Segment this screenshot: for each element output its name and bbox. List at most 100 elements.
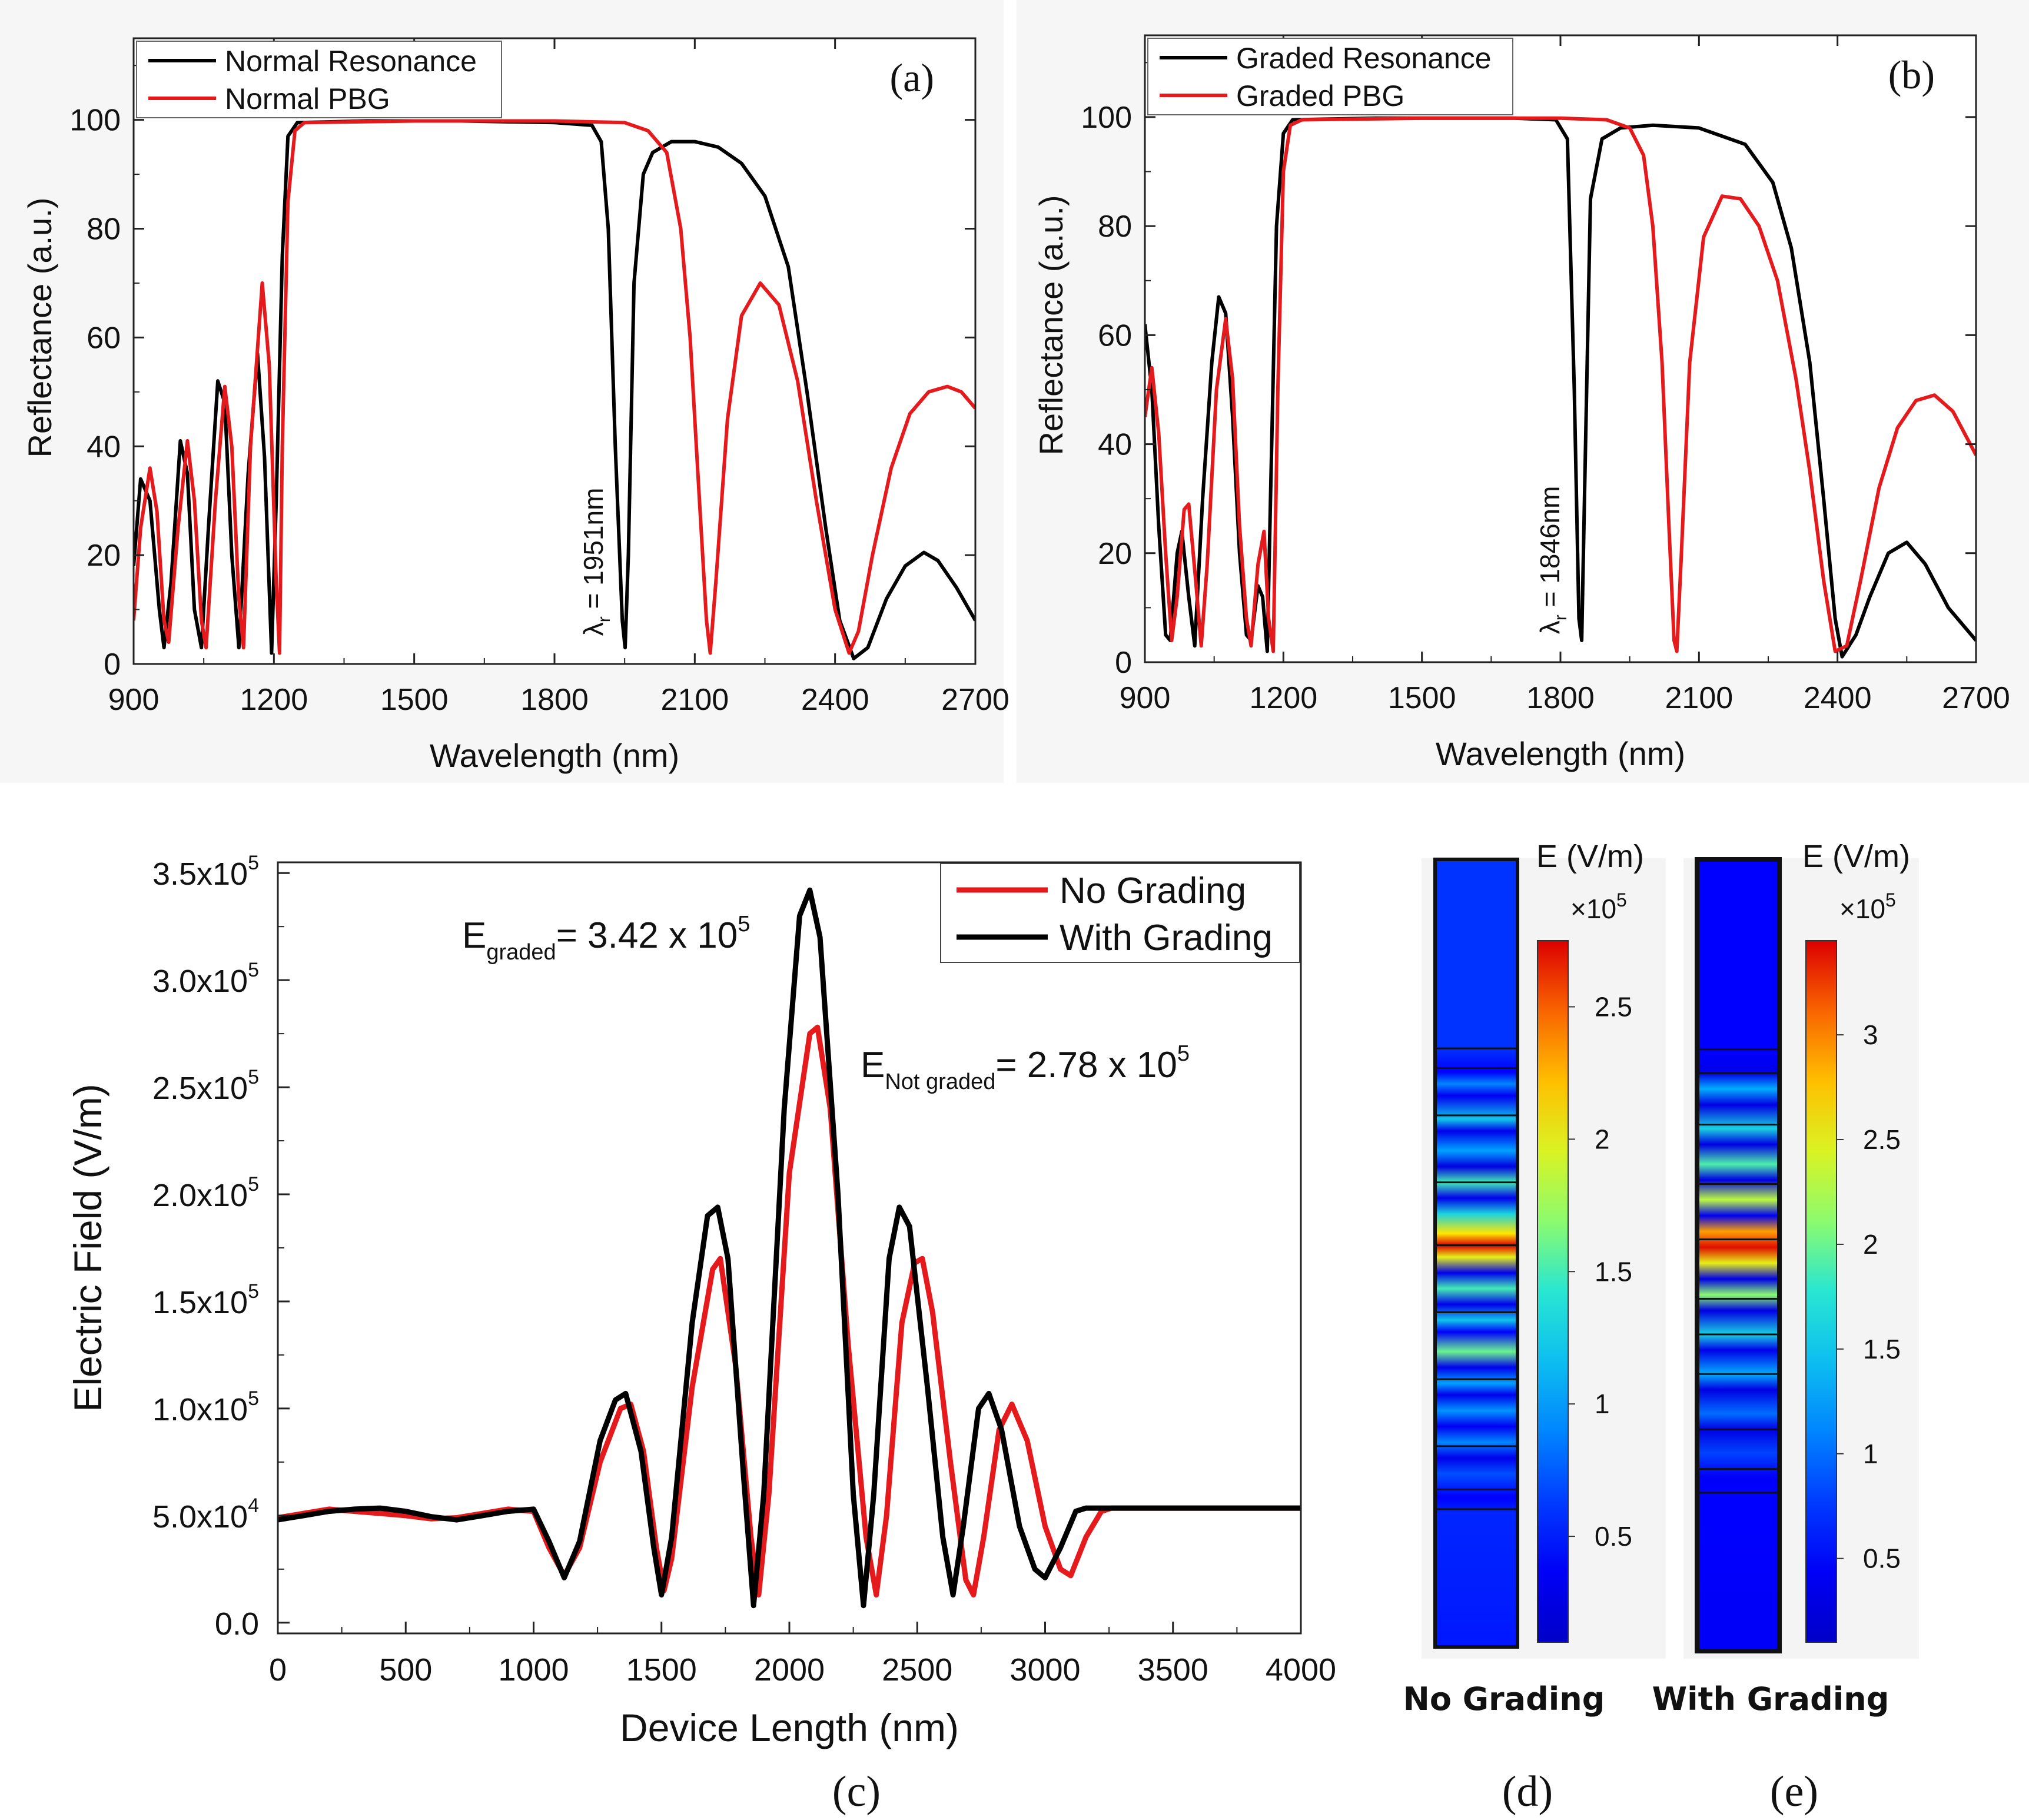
y-axis-title: Reflectance (a.u.) (21, 198, 58, 458)
annotation-exponent: 5 (1177, 1041, 1190, 1066)
x-tick-label: 3000 (1009, 1652, 1080, 1688)
x-tick-label: 0 (269, 1652, 287, 1688)
x-axis-title: Wavelength (nm) (430, 737, 679, 774)
x-tick-label: 2100 (1665, 681, 1733, 715)
y-tick-label: 80 (1098, 210, 1132, 244)
panel-label: (a) (890, 55, 934, 100)
x-tick-label: 1800 (520, 683, 589, 717)
y-tick-mantissa: 0.0 (215, 1606, 259, 1642)
colorbar-tick-label: 2.5 (1863, 1124, 1901, 1155)
lambda-symbol: λ (578, 622, 609, 636)
y-tick-mantissa: 2.0x10 (152, 1178, 248, 1213)
x-tick-label: 1500 (626, 1652, 697, 1688)
x-tick-label: 900 (1120, 681, 1171, 715)
colorbar-tick-label: 1.5 (1863, 1334, 1901, 1364)
colorbar-tick-label: 3 (1863, 1019, 1878, 1050)
colorbar-scale: ×105 (1570, 889, 1627, 924)
x-tick-label: 1200 (1249, 681, 1317, 715)
y-tick-label: 0 (104, 647, 121, 682)
colorbar (1805, 940, 1837, 1643)
legend-label: No Grading (1060, 871, 1246, 911)
annotation-exponent: 5 (738, 912, 750, 936)
y-tick-label: 60 (1098, 318, 1132, 353)
chart-a: 900 1200 1500 1800 2100 2400 2700 0 20 40 60 80 100 W… (21, 37, 1009, 774)
legend-label: Normal Resonance (225, 45, 477, 78)
annotation-graded: Egraded= 3.42 x 105 (462, 912, 750, 965)
resonance-value: = 1951nm (578, 488, 609, 617)
x-tick-label: 900 (108, 683, 160, 717)
y-tick-exponent: 5 (248, 1173, 259, 1195)
y-tick-label: 2.5x105 (152, 1066, 259, 1106)
legend-box (940, 863, 1300, 963)
y-tick-mantissa: 3.0x10 (152, 964, 248, 999)
panel-label: (b) (1888, 52, 1935, 97)
annotation-symbol: E (462, 915, 486, 956)
colorbar-tick-label: 1 (1595, 1389, 1610, 1419)
y-tick-label: 3.0x105 (152, 959, 259, 999)
y-tick-exponent: 5 (248, 1387, 259, 1410)
y-tick-exponent: 5 (248, 852, 259, 874)
y-axis-title: Electric Field (V/m) (66, 1084, 109, 1412)
y-tick-label: 60 (87, 321, 121, 355)
resonance-annotation: λr = 1951nm (578, 488, 614, 636)
series-line-red (134, 119, 975, 655)
y-tick-label: 2.0x105 (152, 1173, 259, 1213)
colorbar-scale-exponent: 5 (1885, 889, 1896, 911)
heatmap-caption: With Grading (1652, 1680, 1889, 1718)
x-tick-label: 2400 (1804, 681, 1872, 715)
panel-label: (e) (1770, 1768, 1818, 1816)
legend: Normal Resonance Normal PBG (136, 41, 502, 118)
x-tick-label: 1500 (1388, 681, 1456, 715)
x-tick-label: 2100 (660, 683, 729, 717)
colorbar-tick-label: 0.5 (1863, 1543, 1901, 1574)
y-tick-label: 40 (87, 430, 121, 464)
series-line-black (134, 119, 975, 660)
colorbar-scale-base: ×10 (1570, 894, 1616, 924)
annotation-not-graded: ENot graded= 2.78 x 105 (861, 1041, 1190, 1094)
legend-label: Graded Resonance (1236, 42, 1492, 75)
y-axis-title: Reflectance (a.u.) (1032, 195, 1070, 456)
x-tick-label: 2400 (801, 683, 869, 717)
chart-c: 0 500 1000 1500 2000 2500 3000 3500 4000 0.0 5.0x1… (66, 852, 1336, 1816)
resonance-annotation: λr = 1846nm (1535, 486, 1570, 635)
resonance-value: = 1846nm (1535, 486, 1565, 615)
colorbar-scale-exponent: 5 (1616, 889, 1627, 911)
y-tick-exponent: 4 (248, 1494, 259, 1517)
x-tick-label: 2700 (941, 683, 1009, 717)
colorbar-tick-label: 2.5 (1595, 991, 1632, 1022)
y-tick-label: 100 (69, 104, 121, 138)
legend-box (1147, 38, 1513, 115)
device-column (1435, 859, 1517, 1647)
y-tick-label: 80 (87, 212, 121, 247)
x-axis-title: Wavelength (nm) (1436, 735, 1685, 772)
x-axis-title: Device Length (nm) (620, 1706, 959, 1749)
legend-label: Normal PBG (225, 82, 390, 115)
x-tick-label: 2500 (882, 1652, 952, 1688)
heatmap-d: 0.5 1 1.5 2 2.5 E (V/m) ×105 No Grading (d) (1403, 839, 1666, 1816)
annotation-symbol: E (861, 1045, 885, 1085)
y-tick-mantissa: 3.5x10 (152, 856, 248, 892)
colorbar-scale: ×105 (1839, 889, 1896, 924)
y-tick-label: 1.0x105 (152, 1387, 259, 1427)
series-group (134, 119, 975, 660)
device-frame (1695, 857, 1782, 1653)
y-tick-mantissa: 5.0x10 (152, 1499, 248, 1535)
annotation-subscript: Not graded (885, 1070, 995, 1094)
y-tick-mantissa: 1.0x10 (152, 1392, 248, 1427)
panel-label: (d) (1502, 1768, 1553, 1816)
lambda-subscript: r (595, 616, 614, 622)
colorbar-tick-label: 1 (1863, 1439, 1878, 1469)
legend-label: Graded PBG (1236, 79, 1404, 112)
device-column (1697, 859, 1779, 1651)
y-tick-label: 40 (1098, 428, 1132, 462)
y-tick-label: 0.0 (215, 1606, 259, 1642)
colorbar-tick-label: 2 (1863, 1229, 1878, 1260)
series-group (278, 887, 1301, 1609)
series-group (1145, 116, 1976, 659)
x-tick-label: 500 (379, 1652, 432, 1688)
y-tick-exponent: 5 (248, 1280, 259, 1303)
x-tick-label: 1200 (240, 683, 308, 717)
device-frame (1433, 858, 1519, 1649)
legend: No Grading With Grading (940, 863, 1300, 963)
